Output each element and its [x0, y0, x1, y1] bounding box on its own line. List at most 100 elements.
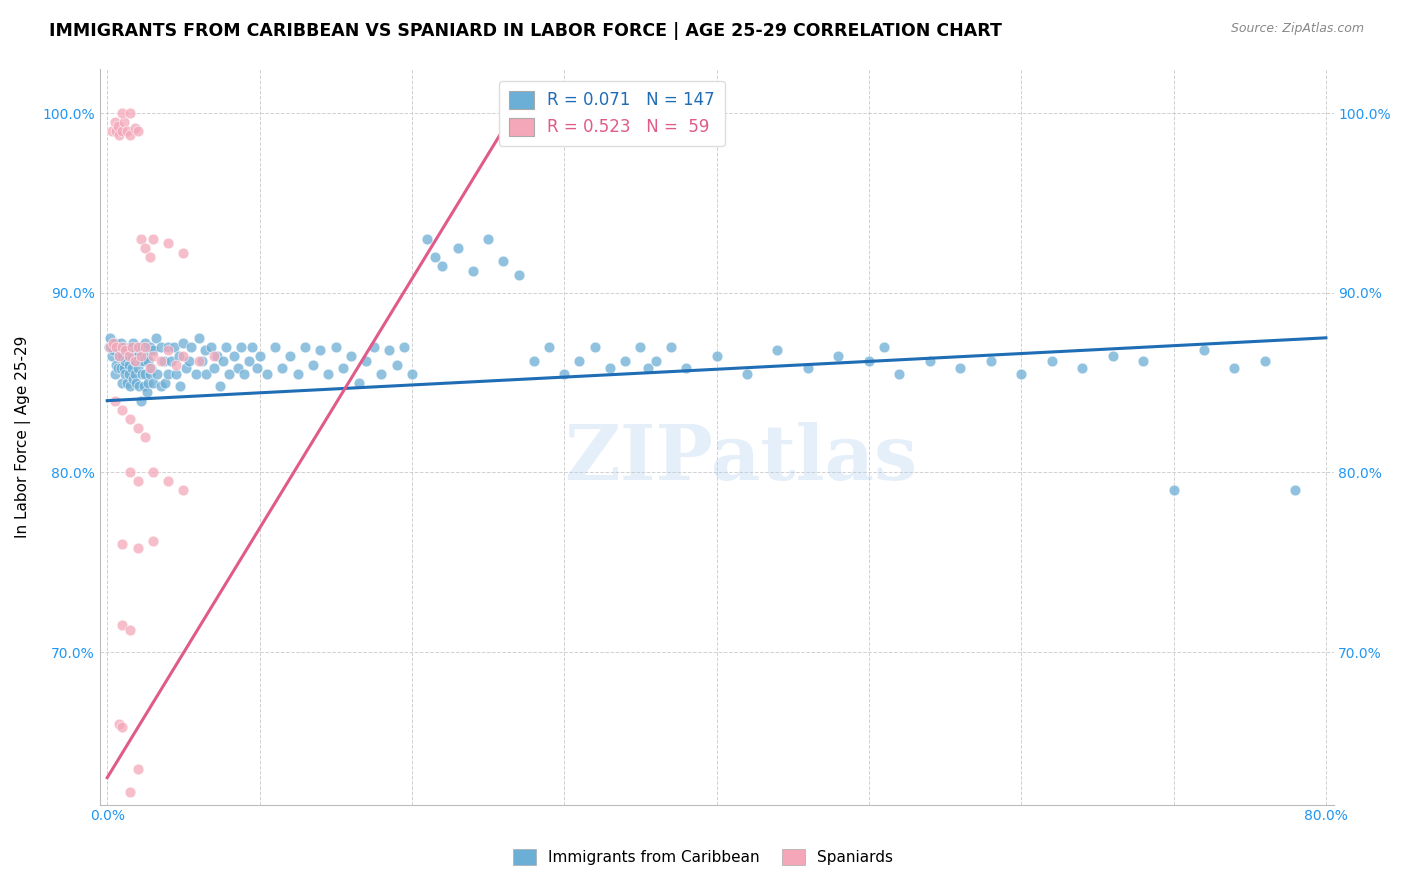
Point	[104, 115, 127, 129]
Point	[124, 354, 146, 368]
Point	[238, 354, 260, 368]
Point	[124, 120, 146, 135]
Point	[172, 336, 194, 351]
Point	[385, 358, 408, 372]
Point	[675, 361, 697, 376]
Point	[233, 367, 256, 381]
Point	[231, 340, 253, 354]
Point	[141, 361, 163, 376]
Point	[138, 354, 160, 368]
Point	[245, 361, 267, 376]
Point	[157, 235, 180, 250]
Point	[115, 376, 138, 390]
Point	[208, 379, 231, 393]
Point	[568, 354, 591, 368]
Point	[134, 340, 156, 354]
Point	[121, 349, 143, 363]
Point	[112, 340, 135, 354]
Point	[432, 259, 454, 273]
Point	[111, 124, 134, 138]
Point	[332, 361, 354, 376]
Point	[127, 349, 149, 363]
Text: Source: ZipAtlas.com: Source: ZipAtlas.com	[1230, 22, 1364, 36]
Point	[134, 336, 156, 351]
Point	[105, 124, 128, 138]
Point	[142, 343, 165, 358]
Point	[271, 361, 294, 376]
Point	[103, 336, 125, 351]
Point	[129, 393, 152, 408]
Point	[120, 106, 142, 120]
Point	[202, 349, 225, 363]
Point	[157, 367, 180, 381]
Point	[200, 340, 222, 354]
Point	[108, 349, 131, 363]
Point	[142, 466, 165, 480]
Point	[153, 376, 176, 390]
Point	[766, 343, 789, 358]
Point	[614, 354, 637, 368]
Point	[172, 483, 194, 498]
Point	[1254, 354, 1277, 368]
Point	[132, 379, 155, 393]
Point	[240, 340, 263, 354]
Point	[101, 349, 124, 363]
Point	[142, 376, 165, 390]
Point	[135, 384, 157, 399]
Point	[120, 785, 142, 799]
Point	[111, 402, 134, 417]
Point	[416, 232, 439, 246]
Point	[134, 367, 156, 381]
Point	[115, 124, 138, 138]
Point	[139, 340, 162, 354]
Point	[138, 376, 160, 390]
Point	[187, 354, 209, 368]
Point	[553, 367, 575, 381]
Point	[169, 379, 191, 393]
Point	[918, 354, 941, 368]
Point	[111, 537, 134, 551]
Point	[120, 379, 142, 393]
Point	[152, 354, 174, 368]
Point	[165, 367, 187, 381]
Point	[218, 367, 240, 381]
Point	[157, 475, 180, 489]
Point	[111, 376, 134, 390]
Point	[249, 349, 271, 363]
Point	[122, 372, 145, 386]
Point	[340, 349, 363, 363]
Point	[212, 354, 235, 368]
Point	[139, 361, 162, 376]
Y-axis label: In Labor Force | Age 25-29: In Labor Force | Age 25-29	[15, 335, 31, 538]
Point	[129, 349, 152, 363]
Point	[1010, 367, 1032, 381]
Point	[104, 393, 127, 408]
Point	[110, 336, 132, 351]
Point	[124, 367, 146, 381]
Point	[98, 340, 121, 354]
Point	[125, 376, 148, 390]
Point	[278, 349, 301, 363]
Point	[125, 343, 148, 358]
Point	[827, 349, 849, 363]
Point	[127, 420, 149, 434]
Point	[128, 340, 150, 354]
Point	[139, 250, 162, 264]
Point	[179, 354, 201, 368]
Point	[176, 361, 198, 376]
Point	[142, 349, 165, 363]
Point	[205, 349, 228, 363]
Point	[1284, 483, 1306, 498]
Point	[160, 354, 183, 368]
Point	[309, 343, 332, 358]
Point	[858, 354, 880, 368]
Point	[105, 358, 128, 372]
Point	[215, 340, 238, 354]
Point	[131, 367, 153, 381]
Point	[1163, 483, 1185, 498]
Point	[120, 624, 142, 638]
Point	[142, 232, 165, 246]
Point	[117, 349, 139, 363]
Point	[127, 762, 149, 776]
Point	[172, 349, 194, 363]
